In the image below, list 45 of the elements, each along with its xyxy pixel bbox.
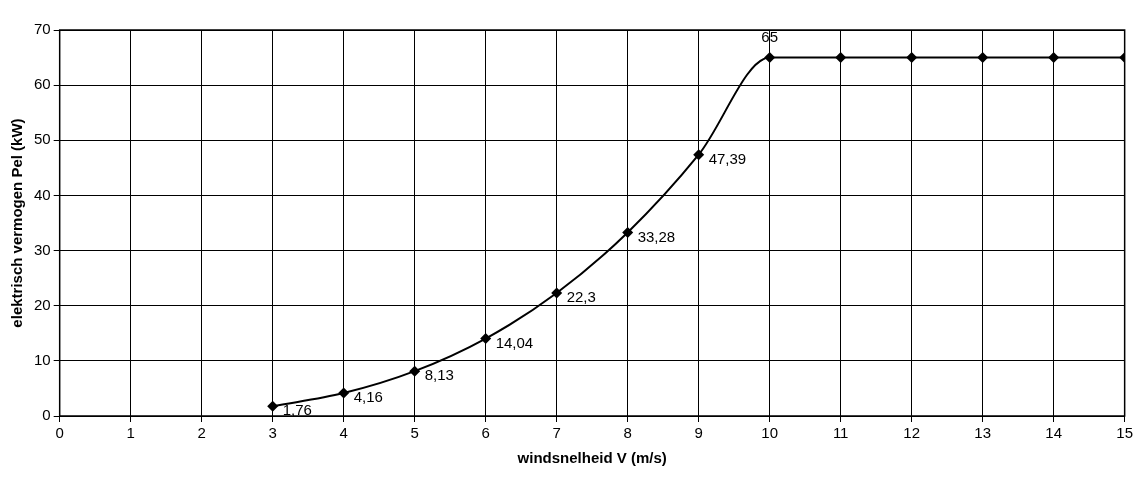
point	[764, 52, 776, 64]
y-tick-label: 40	[34, 185, 51, 203]
point	[480, 333, 492, 345]
point	[906, 52, 918, 64]
x-tick-label: 10	[761, 424, 779, 442]
x-tick-label: 2	[197, 424, 206, 442]
y-tick-label: 20	[34, 295, 51, 313]
data-label: 14,04	[495, 333, 534, 351]
x-tick-label: 5	[410, 424, 419, 442]
x-tick-label: 14	[1045, 424, 1062, 442]
y-tick-label: 60	[34, 75, 51, 93]
y-tick-label: 50	[34, 130, 51, 148]
x-tick-label: 6	[481, 424, 490, 442]
data-label: 4,16	[353, 388, 383, 406]
y-axis-title: elektrisch vermogen Pel (kW)	[8, 118, 26, 328]
point	[622, 226, 634, 238]
point	[551, 287, 563, 299]
y-tick-label: 0	[42, 406, 51, 424]
x-tick-label: 4	[339, 424, 348, 442]
data-label: 22,3	[566, 288, 596, 306]
point	[409, 365, 421, 377]
x-tick-label: 13	[974, 424, 992, 442]
x-tick-label: 7	[552, 424, 561, 442]
x-tick-label: 1	[126, 424, 135, 442]
x-tick-label: 15	[1116, 424, 1133, 442]
y-tick-label: 70	[34, 20, 51, 38]
data-label: 33,28	[637, 227, 676, 245]
x-tick-label: 8	[623, 424, 632, 442]
x-tick-label: 12	[903, 424, 921, 442]
data-label: 1,76	[282, 401, 312, 419]
point	[267, 400, 279, 412]
x-tick-label: 0	[55, 424, 64, 442]
x-tick-label: 11	[832, 424, 849, 442]
point	[977, 52, 989, 64]
data-label: 47,39	[708, 149, 747, 167]
x-axis-title: windsnelheid V (m/s)	[516, 449, 667, 467]
data-label: 8,13	[424, 366, 454, 384]
y-tick-label: 10	[34, 351, 51, 368]
y-tick-label: 30	[34, 240, 51, 258]
x-tick-label: 3	[268, 424, 277, 442]
point	[835, 52, 847, 64]
point	[338, 387, 350, 399]
x-tick-label: 9	[694, 424, 703, 442]
point	[1048, 52, 1060, 64]
point	[693, 149, 705, 161]
